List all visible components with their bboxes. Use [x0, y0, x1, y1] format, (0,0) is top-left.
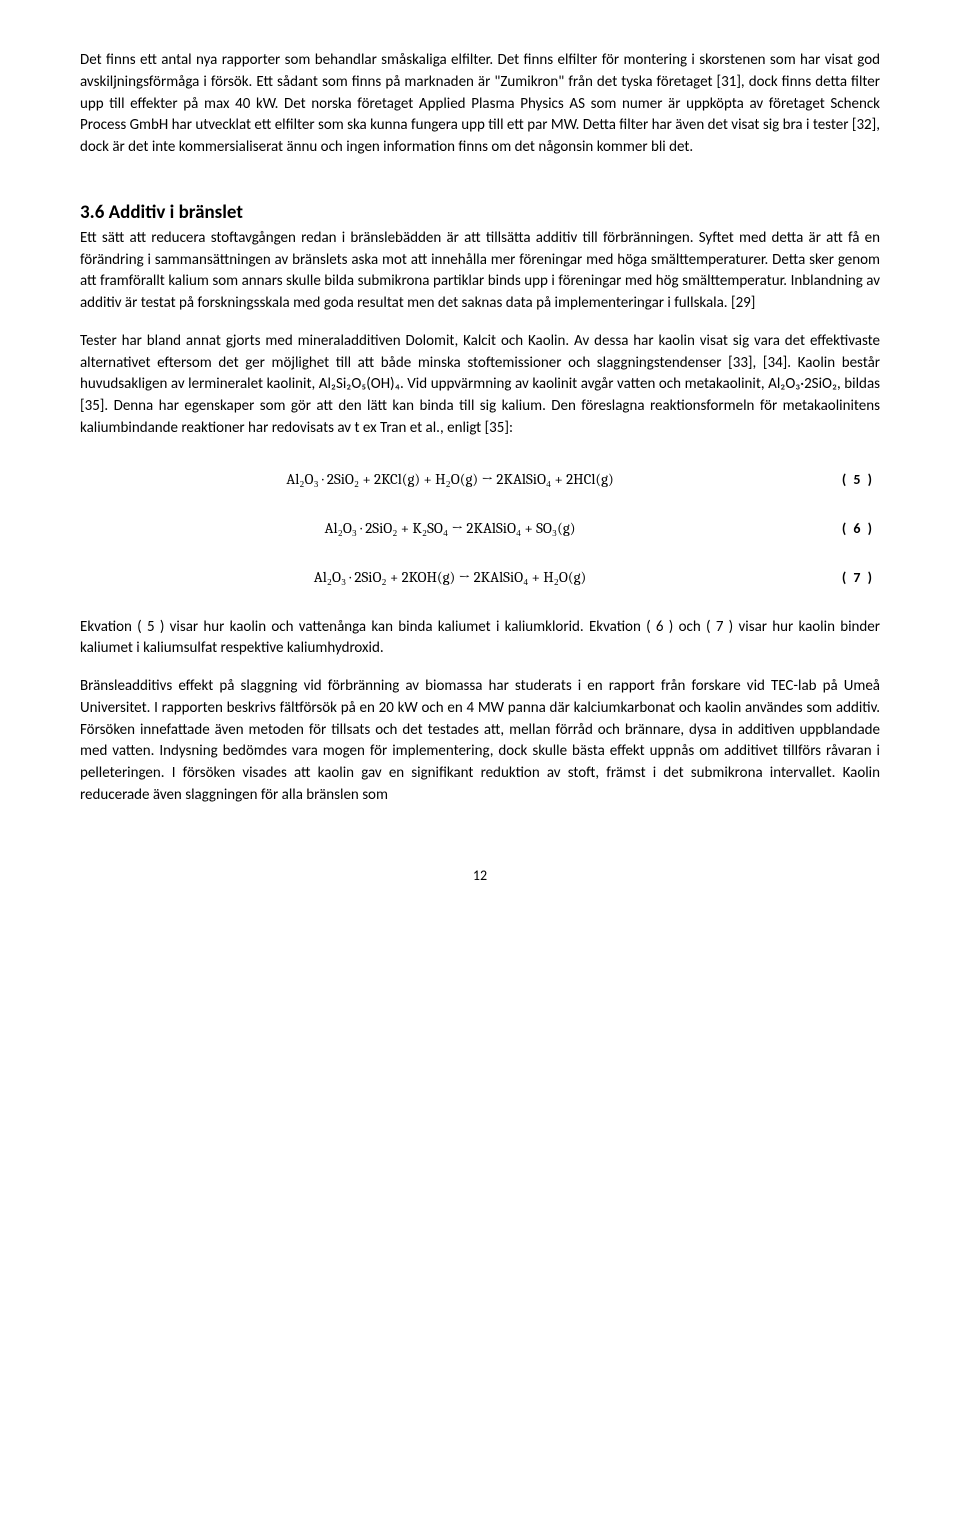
equation-label: ( 6 ) [820, 520, 880, 537]
paragraph-3: Tester har bland annat gjorts med minera… [80, 331, 880, 440]
equation-formula: Al₂O₃ · 2SiO₂ + 2KCl(g) + H₂O(g) → 2KAlS… [80, 470, 820, 489]
equation-label: ( 5 ) [820, 471, 880, 488]
eq-text: Al₂O₃ · 2SiO₂ + K₂SO₄ → 2KAlSiO₄ + SO₃(g… [325, 519, 576, 537]
equation-row: Al₂O₃ · 2SiO₂ + 2KCl(g) + H₂O(g) → 2KAlS… [80, 470, 880, 489]
equation-formula: Al₂O₃ · 2SiO₂ + K₂SO₄ → 2KAlSiO₄ + SO₃(g… [80, 519, 820, 538]
equation-row: Al₂O₃ · 2SiO₂ + 2KOH(g) → 2KAlSiO₄ + H₂O… [80, 568, 880, 587]
paragraph-5: Bränsleadditivs effekt på slaggning vid … [80, 676, 880, 807]
equation-block: Al₂O₃ · 2SiO₂ + 2KCl(g) + H₂O(g) → 2KAlS… [80, 470, 880, 587]
equation-label: ( 7 ) [820, 569, 880, 586]
equation-row: Al₂O₃ · 2SiO₂ + K₂SO₄ → 2KAlSiO₄ + SO₃(g… [80, 519, 880, 538]
eq-text: Al₂O₃ · 2SiO₂ + 2KCl(g) + H₂O(g) → 2KAlS… [286, 470, 614, 488]
paragraph-1: Det finns ett antal nya rapporter som be… [80, 50, 880, 159]
equation-formula: Al₂O₃ · 2SiO₂ + 2KOH(g) → 2KAlSiO₄ + H₂O… [80, 568, 820, 587]
page-number: 12 [80, 867, 880, 884]
section-heading: 3.6 Additiv i bränslet [80, 201, 880, 224]
paragraph-2: Ett sätt att reducera stoftavgången reda… [80, 228, 880, 315]
eq-text: Al₂O₃ · 2SiO₂ + 2KOH(g) → 2KAlSiO₄ + H₂O… [314, 568, 587, 586]
paragraph-4: Ekvation ( 5 ) visar hur kaolin och vatt… [80, 617, 880, 661]
